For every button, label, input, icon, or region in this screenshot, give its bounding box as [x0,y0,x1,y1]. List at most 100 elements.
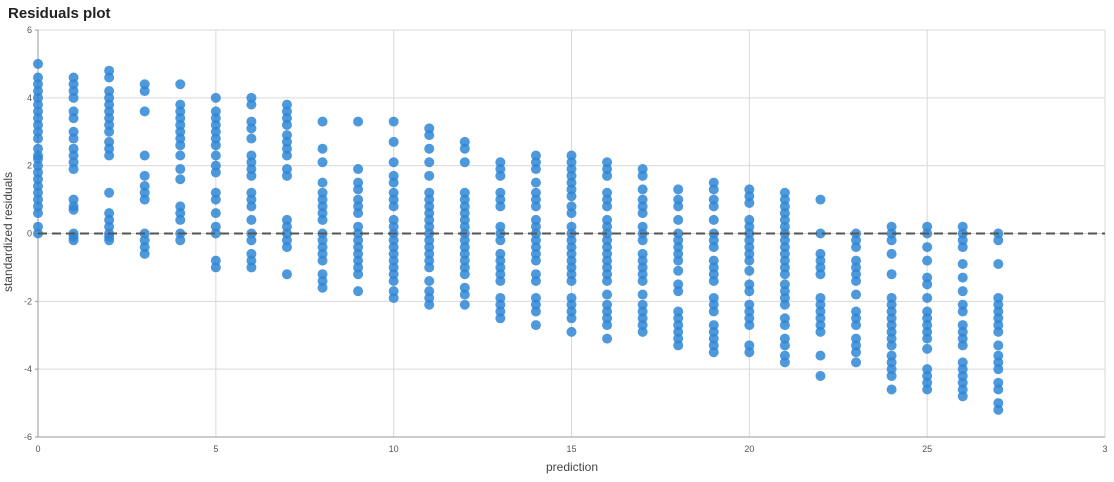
data-point [68,164,79,175]
data-point [459,299,470,310]
data-point [566,275,577,286]
y-tick-label: -6 [24,432,32,442]
data-point [779,357,790,368]
data-point [175,140,186,151]
y-tick-label: 4 [27,93,32,103]
data-point [530,201,541,212]
data-point [139,170,150,181]
data-point [33,208,43,219]
data-point [388,275,399,286]
data-point [851,320,862,331]
data-point [281,119,292,130]
data-point [886,235,897,246]
data-point [922,343,933,354]
data-point [246,262,257,273]
data-point [210,167,221,178]
data-point [530,177,541,188]
data-point [424,299,435,310]
data-point [957,391,968,402]
data-point [68,204,79,215]
data-point [744,255,755,266]
data-point [673,214,684,225]
data-point [993,404,1004,415]
data-point [210,92,221,103]
x-tick-label: 15 [566,444,576,454]
data-point [637,275,648,286]
data-point [922,255,933,266]
data-point [139,248,150,259]
data-point [495,235,506,246]
data-point [815,370,826,381]
data-point [246,214,257,225]
data-point [815,350,826,361]
data-point [922,292,933,303]
data-point [495,275,506,286]
data-point [317,177,328,188]
data-point [922,384,933,395]
y-tick-label: 0 [27,229,32,239]
data-point [317,255,328,266]
data-point [104,235,115,246]
data-point [815,326,826,337]
data-point [281,242,292,253]
data-point [424,262,435,273]
data-point [353,269,364,280]
data-point [922,279,933,290]
data-point [815,194,826,205]
data-point [637,326,648,337]
data-point [744,320,755,331]
data-point [708,201,719,212]
data-point [851,357,862,368]
data-point [353,286,364,297]
data-point [602,275,613,286]
data-point [317,214,328,225]
data-point [388,136,399,147]
data-point [530,320,541,331]
data-point [673,340,684,351]
data-point [851,275,862,286]
data-point [246,123,257,134]
data-point [424,170,435,181]
data-point [993,326,1004,337]
data-point [246,235,257,246]
data-point [957,259,968,270]
data-point [424,130,435,141]
data-point [815,228,826,239]
data-point [281,170,292,181]
data-point [281,269,292,280]
data-point [602,320,613,331]
data-point [708,184,719,195]
data-point [139,194,150,205]
data-point [175,214,186,225]
data-point [317,282,328,293]
x-tick-label: 25 [922,444,932,454]
data-point [104,150,115,161]
data-point [210,228,221,239]
data-point [210,208,221,219]
data-point [246,170,257,181]
data-point [210,140,221,151]
data-point [673,184,684,195]
y-tick-label: -4 [24,364,32,374]
data-point [993,340,1004,351]
data-point [922,242,933,253]
x-tick-label: 3 [1102,444,1107,454]
x-tick-label: 5 [213,444,218,454]
data-point [957,286,968,297]
data-point [851,242,862,253]
data-point [388,157,399,168]
data-point [602,289,613,300]
data-point [353,184,364,195]
data-point [993,384,1004,395]
data-point [424,275,435,286]
data-point [33,58,43,69]
data-point [744,286,755,297]
data-point [424,143,435,154]
data-point [388,116,399,127]
data-point [566,313,577,324]
data-point [637,208,648,219]
data-point [175,150,186,161]
data-point [175,235,186,246]
data-point [353,208,364,219]
